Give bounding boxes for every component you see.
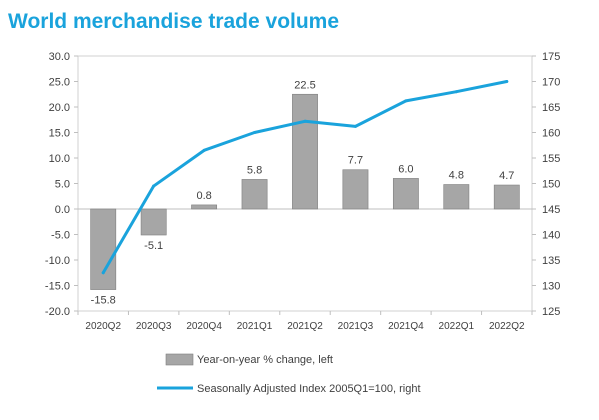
category-label: 2021Q3 [338, 321, 374, 332]
line-point [404, 99, 408, 103]
bar-series [90, 93, 520, 290]
line-point [505, 80, 509, 83]
x-axis: 2020Q2 2020Q3 2020Q4 2021Q1 2021Q2 2021Q3 2021… [77, 311, 533, 332]
right-tick-label: 155 [542, 153, 560, 165]
bar-data-label: 5.8 [247, 164, 262, 176]
category-label: 2020Q2 [85, 321, 121, 332]
right-axis: 125 130 135 140 145 150 155 160 165 170 175 [532, 51, 560, 318]
category-label: 2021Q2 [287, 321, 323, 332]
bar-data-labels: -15.8 -5.1 0.8 5.8 22.5 7.7 6.0 4.8 4.7 [91, 79, 515, 306]
left-tick-label: 10.0 [49, 153, 70, 165]
chart-title: World merchandise trade volume [8, 10, 340, 33]
left-tick-label: 20.0 [49, 102, 70, 114]
legend: Year-on-year % change, left Seasonally A… [157, 353, 421, 395]
bar-data-label: 7.7 [348, 155, 363, 167]
left-tick-label: 5.0 [55, 179, 70, 191]
bar-data-label: -15.8 [91, 295, 116, 307]
left-tick-label: -5.0 [51, 230, 70, 242]
line-point [202, 148, 206, 152]
bar [90, 208, 117, 290]
right-tick-label: 165 [542, 102, 560, 114]
bar-data-label: 0.8 [196, 190, 211, 202]
right-tick-label: 150 [542, 179, 560, 191]
right-tick-label: 175 [542, 51, 560, 63]
bar [392, 178, 419, 210]
right-tick-label: 145 [542, 204, 560, 216]
bar-data-label: 4.8 [449, 170, 464, 182]
right-tick-label: 160 [542, 128, 560, 140]
bar-data-label: 22.5 [294, 79, 315, 91]
bar [342, 169, 369, 210]
line-point [454, 90, 458, 94]
line-point [353, 124, 357, 128]
bar [493, 184, 520, 210]
right-tick-label: 130 [542, 281, 560, 293]
category-label: 2020Q3 [136, 321, 172, 332]
bar [191, 204, 218, 210]
legend-bar-label: Year-on-year % change, left [197, 354, 333, 366]
line-series [101, 80, 509, 275]
left-tick-label: 25.0 [49, 77, 70, 89]
category-label: 2021Q4 [388, 321, 424, 332]
category-label: 2020Q4 [186, 321, 222, 332]
category-label: 2022Q1 [439, 321, 475, 332]
category-label: 2021Q1 [237, 321, 273, 332]
left-tick-label: 0.0 [55, 204, 70, 216]
bar [292, 93, 318, 210]
line-point [303, 119, 307, 123]
left-tick-label: -15.0 [45, 281, 70, 293]
legend-line-label: Seasonally Adjusted Index 2005Q1=100, ri… [197, 383, 421, 395]
line-point [152, 184, 156, 188]
line-point [101, 271, 105, 275]
left-tick-label: -10.0 [45, 255, 70, 267]
bar-data-label: 4.7 [499, 170, 514, 182]
right-tick-label: 125 [542, 306, 560, 318]
legend-bar-swatch [165, 353, 194, 366]
bar [443, 184, 470, 210]
left-axis: -20.0 -15.0 -10.0 -5.0 0.0 5.0 10.0 15.0 20.0 25.… [45, 51, 78, 318]
bar [140, 208, 167, 236]
right-tick-label: 140 [542, 230, 560, 242]
line-point [253, 131, 257, 134]
right-tick-label: 170 [542, 77, 560, 89]
bar-data-label: 6.0 [398, 163, 413, 175]
bar-data-label: -5.1 [144, 240, 163, 252]
category-label: 2022Q2 [489, 321, 525, 332]
left-tick-label: -20.0 [45, 306, 70, 318]
right-tick-label: 135 [542, 255, 560, 267]
bar [241, 179, 268, 210]
left-tick-label: 30.0 [49, 51, 70, 63]
left-tick-label: 15.0 [49, 128, 70, 140]
